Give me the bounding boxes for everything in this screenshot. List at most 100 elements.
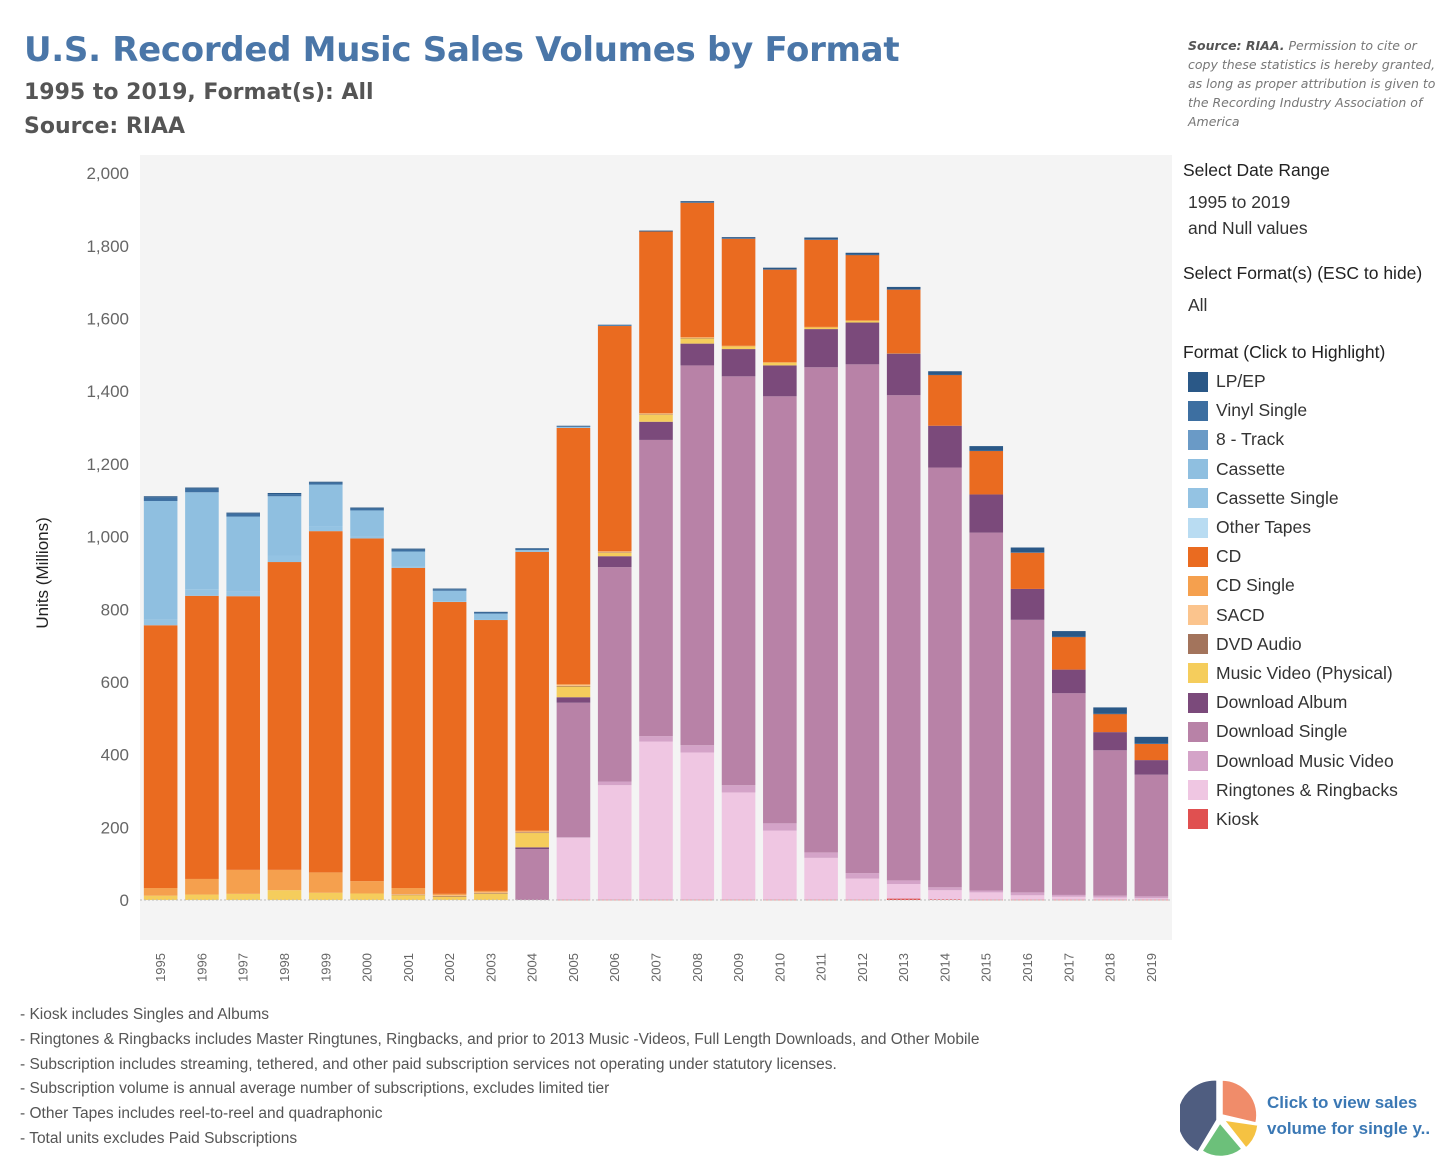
legend-item[interactable]: Download Music Video	[1183, 746, 1453, 775]
single-year-pie-link[interactable]: Click to view sales volume for single y.…	[1180, 1078, 1450, 1158]
bar-segment	[1134, 743, 1169, 744]
legend-label: DVD Audio	[1216, 633, 1302, 654]
bar-segment	[391, 894, 426, 901]
bar-segment	[804, 327, 838, 330]
y-tick-label: 1,000	[86, 528, 129, 547]
bar-segment	[556, 685, 591, 687]
legend-item[interactable]: Download Album	[1183, 688, 1453, 717]
bar-segment	[474, 890, 508, 893]
bar-segment	[721, 238, 756, 239]
bar-segment	[267, 869, 302, 891]
legend-swatch	[1188, 780, 1208, 801]
bar-segment	[391, 551, 426, 567]
pie-link-line2: volume for single y..	[1267, 1119, 1431, 1138]
bar-segment	[763, 267, 797, 270]
legend-item[interactable]: Download Single	[1183, 717, 1453, 746]
bar-segment	[308, 531, 343, 873]
legend-item[interactable]: Ringtones & Ringbacks	[1183, 776, 1453, 805]
bar-segment	[597, 552, 632, 553]
legend-item[interactable]: Cassette Single	[1183, 484, 1453, 513]
y-tick-label: 1,600	[86, 310, 129, 329]
bar-segment	[226, 869, 260, 894]
bar-segment	[886, 884, 921, 899]
x-tick-label: 1999	[318, 953, 333, 982]
bar-segment	[185, 488, 219, 493]
bar-segment	[639, 414, 673, 415]
bar-segment	[1052, 636, 1086, 670]
x-tick-label: 2019	[1144, 953, 1159, 982]
bar-segment	[639, 414, 673, 422]
legend-swatch	[1188, 459, 1208, 480]
bar-segment	[1093, 897, 1127, 900]
legend-swatch	[1188, 429, 1208, 450]
bar-segment	[1093, 750, 1127, 896]
footnotes: - Kiosk includes Singles and Albums - Ri…	[20, 1003, 980, 1152]
bar-segment	[721, 238, 756, 346]
bar-segment	[515, 832, 549, 834]
legend-label: Other Tapes	[1216, 517, 1312, 538]
date-range-title: Select Date Range	[1183, 160, 1330, 180]
bar-segment	[143, 625, 178, 889]
legend-item[interactable]: Vinyl Single	[1183, 396, 1453, 425]
bar-segment	[1052, 896, 1086, 900]
source-note-bold: Source: RIAA.	[1188, 38, 1285, 53]
bar-segment	[556, 837, 591, 900]
y-tick-label: 1,400	[86, 382, 129, 401]
y-tick-label: 200	[101, 818, 129, 837]
date-range-filter[interactable]: 1995 to 2019 and Null values	[1183, 189, 1453, 241]
bar-segment	[721, 785, 756, 793]
legend-item[interactable]: Cassette	[1183, 455, 1453, 484]
legend-swatch	[1188, 809, 1208, 830]
bar-segment	[474, 612, 508, 614]
legend-item[interactable]: LP/EP	[1183, 367, 1453, 396]
bar-segment	[639, 439, 673, 737]
bar-segment	[556, 685, 591, 686]
bar-segment	[845, 364, 880, 874]
bar-segment	[928, 890, 962, 900]
format-filter-value[interactable]: All	[1188, 295, 1208, 315]
bar-segment	[185, 894, 219, 901]
bar-segment	[597, 551, 632, 552]
bar-segment	[969, 532, 1004, 891]
x-tick-label: 2017	[1061, 953, 1076, 982]
bar-segment	[143, 497, 178, 501]
bar-segment	[721, 345, 756, 347]
bar-segment	[1010, 619, 1045, 893]
bar-segment	[308, 872, 343, 893]
bar-segment	[680, 202, 715, 203]
bar-segment	[1052, 693, 1086, 895]
legend-item[interactable]: SACD	[1183, 601, 1453, 630]
format-filter-title: Select Format(s) (ESC to hide)	[1183, 263, 1423, 283]
x-tick-label: 2014	[937, 953, 952, 982]
legend-label: 8 - Track	[1216, 429, 1285, 450]
bar-segment	[886, 898, 921, 901]
bar-segment	[1052, 636, 1086, 638]
bar-segment	[639, 421, 673, 440]
legend-swatch	[1188, 721, 1208, 742]
bar-segment	[432, 896, 467, 897]
legend-item[interactable]: DVD Audio	[1183, 630, 1453, 659]
bar-segment	[226, 512, 260, 514]
y-tick-label: 1,200	[86, 455, 129, 474]
x-tick-label: 2002	[442, 953, 457, 982]
legend-item[interactable]: CD Single	[1183, 571, 1453, 600]
bar-segment	[721, 349, 756, 377]
legend-label: Ringtones & Ringbacks	[1216, 779, 1398, 800]
chart-subtitle: 1995 to 2019, Format(s): All	[24, 80, 374, 105]
legend-item[interactable]: Music Video (Physical)	[1183, 659, 1453, 688]
bar-segment	[556, 697, 591, 703]
bar-segment	[308, 481, 343, 483]
bar-segment	[391, 888, 426, 895]
legend-item[interactable]: 8 - Track	[1183, 425, 1453, 454]
legend-item[interactable]: Kiosk	[1183, 805, 1453, 834]
bar-segment	[185, 595, 219, 879]
bar-segment	[680, 745, 715, 753]
bar-segment	[763, 823, 797, 831]
footnote: - Kiosk includes Singles and Albums	[20, 1006, 269, 1023]
bar-segment	[804, 329, 838, 368]
legend-item[interactable]: Other Tapes	[1183, 513, 1453, 542]
bar-segment	[515, 847, 549, 850]
bar-segment	[886, 353, 921, 396]
legend-item[interactable]: CD	[1183, 542, 1453, 571]
bar-segment	[432, 589, 467, 591]
